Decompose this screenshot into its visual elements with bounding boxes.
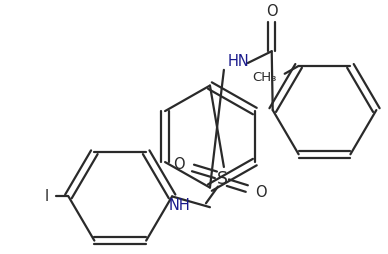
Text: CH₃: CH₃	[252, 71, 277, 84]
Text: O: O	[173, 156, 185, 171]
Text: O: O	[266, 4, 277, 19]
Text: HN: HN	[228, 54, 249, 69]
Text: S: S	[217, 170, 227, 188]
Text: O: O	[255, 185, 267, 200]
Text: NH: NH	[168, 198, 190, 213]
Text: I: I	[44, 189, 48, 204]
